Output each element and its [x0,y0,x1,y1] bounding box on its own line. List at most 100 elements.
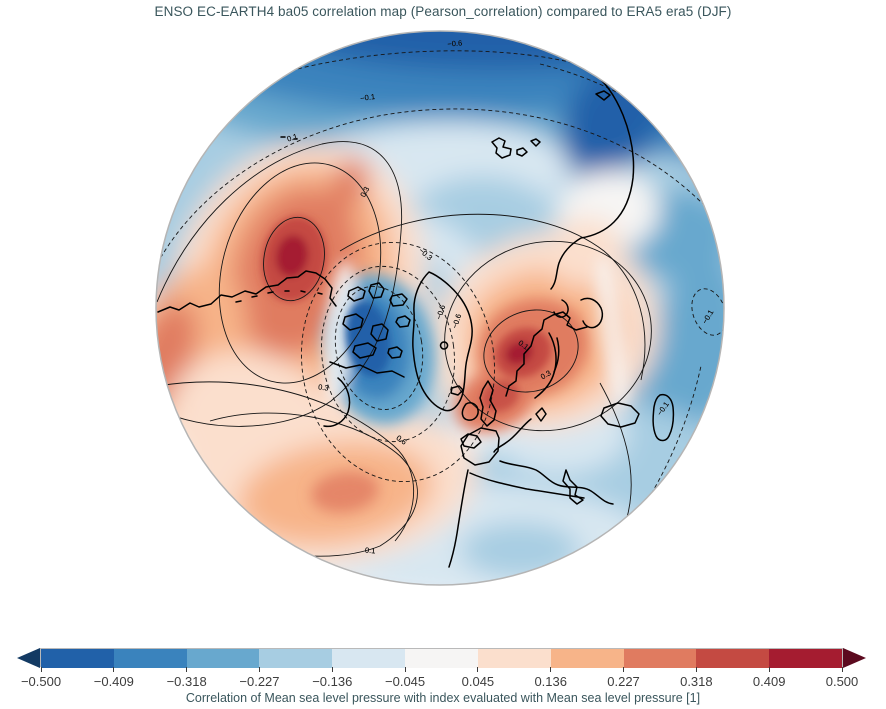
colorbar-tick-label: 0.227 [607,674,640,689]
contour-label: 0.3 [318,382,330,392]
colorbar-segment [623,649,697,668]
coastline [412,271,473,412]
contour-label: −0.6 [447,38,463,48]
colorbar-segment [113,649,187,668]
colorbar-tick-label: −0.409 [93,674,134,689]
colorbar-tick [331,667,333,672]
colorbar-segment [186,649,260,668]
coastline [157,270,337,313]
colorbar-segment [769,649,842,668]
colorbar-tick-label: −0.500 [20,674,62,689]
coastline [448,469,469,568]
coastline [347,286,366,302]
colorbar-segments [40,648,843,668]
colorbar-tick-label: 0.409 [752,674,786,689]
colorbar-segment [41,649,114,668]
coastline [368,282,385,299]
coastline [535,407,547,422]
coastline [323,377,351,428]
coastline [595,90,611,101]
coastline [460,433,482,449]
colorbar-tick-label: −0.318 [166,674,207,689]
contour-label: 0.1 [286,132,299,144]
coastline [439,341,449,350]
colorbar-tick-label: −0.136 [312,674,353,689]
coastline [652,393,675,442]
coastline [370,323,389,342]
colorbar-extend-left-arrow [17,648,40,668]
coastline [491,137,512,159]
colorbar-tick [40,667,42,672]
colorbar-tick [550,667,552,672]
contour-label: −0.1 [360,92,376,103]
coastline [342,313,364,331]
coastline [550,71,635,290]
colorbar-tick [623,667,625,672]
figure-title: ENSO EC-EARTH4 ba05 correlation map (Pea… [154,4,732,19]
contour-label: 0.1 [365,546,376,556]
coastline [516,147,528,157]
contour-label: −0.6 [450,313,463,330]
colorbar-tick-label: −0.045 [385,674,426,689]
coastline [469,472,585,499]
colorbar-segment [405,649,478,668]
coastline [450,385,464,396]
map-field-peaks [261,216,552,413]
coastlines [157,71,675,568]
colorbar-tick [768,667,770,672]
colorbar-tick [186,667,188,672]
colorbar-tick [695,667,697,672]
coastline [499,460,614,505]
colorbar-tick [404,667,406,672]
contour-label: 0.3 [318,382,330,392]
colorbar-tick-label: 0.500 [825,674,859,689]
colorbar-tick-label: −0.227 [239,674,280,689]
map-field [156,31,724,585]
coastline [389,293,408,307]
contour-label: −0.6 [447,38,463,48]
coastline [553,337,560,373]
colorbar-segment [550,649,624,668]
coastline [580,297,604,329]
contour-label: −0.6 [434,304,447,321]
coastline [395,315,411,328]
contour-label: −0.6 [434,304,447,321]
coastline [235,136,323,303]
colorbar-tick-label: 0.136 [534,674,567,689]
contour-label: 0.1 [286,132,299,144]
colorbar-ticks: −0.500 −0.409 −0.318 −0.227 −0.136 −0.045 0.04… [21,667,858,693]
coastline [329,361,405,378]
contour-label: −0.1 [360,92,376,103]
coastline [562,469,584,505]
coastline [505,311,588,397]
coastline [387,346,403,359]
contour-label: −0.6 [450,313,463,330]
colorbar-segment [477,649,551,668]
coastline [461,402,479,421]
colorbar-segment [259,649,333,668]
coastline [600,402,640,428]
contour-label: 0.1 [365,546,376,556]
colorbar-segment [696,649,770,668]
colorbar-tick [258,667,260,672]
map-boundary-circle [155,30,725,586]
contour-label: 0.3 [358,185,371,198]
contour-label: 0.3 [358,185,371,198]
coastline [460,427,500,466]
polar-map: −0.6−0.6−0.1−0.10.10.10.30.3−0.3−0.3−0.6… [155,30,725,586]
colorbar-tick-label: 0.045 [461,674,495,689]
colorbar-tick [113,667,115,672]
coastline [479,380,497,427]
coastline [530,138,541,147]
colorbar-caption: Correlation of Mean sea level pressure w… [185,691,701,705]
colorbar-tick [477,667,479,672]
colorbar-tick-label: 0.318 [680,674,713,689]
coastline [534,332,557,399]
colorbar-extend-right-arrow [843,648,866,668]
colorbar-tick [841,667,843,672]
colorbar-segment [332,649,406,668]
coastline [493,418,532,453]
colorbar [17,648,866,668]
coastline [352,342,377,359]
